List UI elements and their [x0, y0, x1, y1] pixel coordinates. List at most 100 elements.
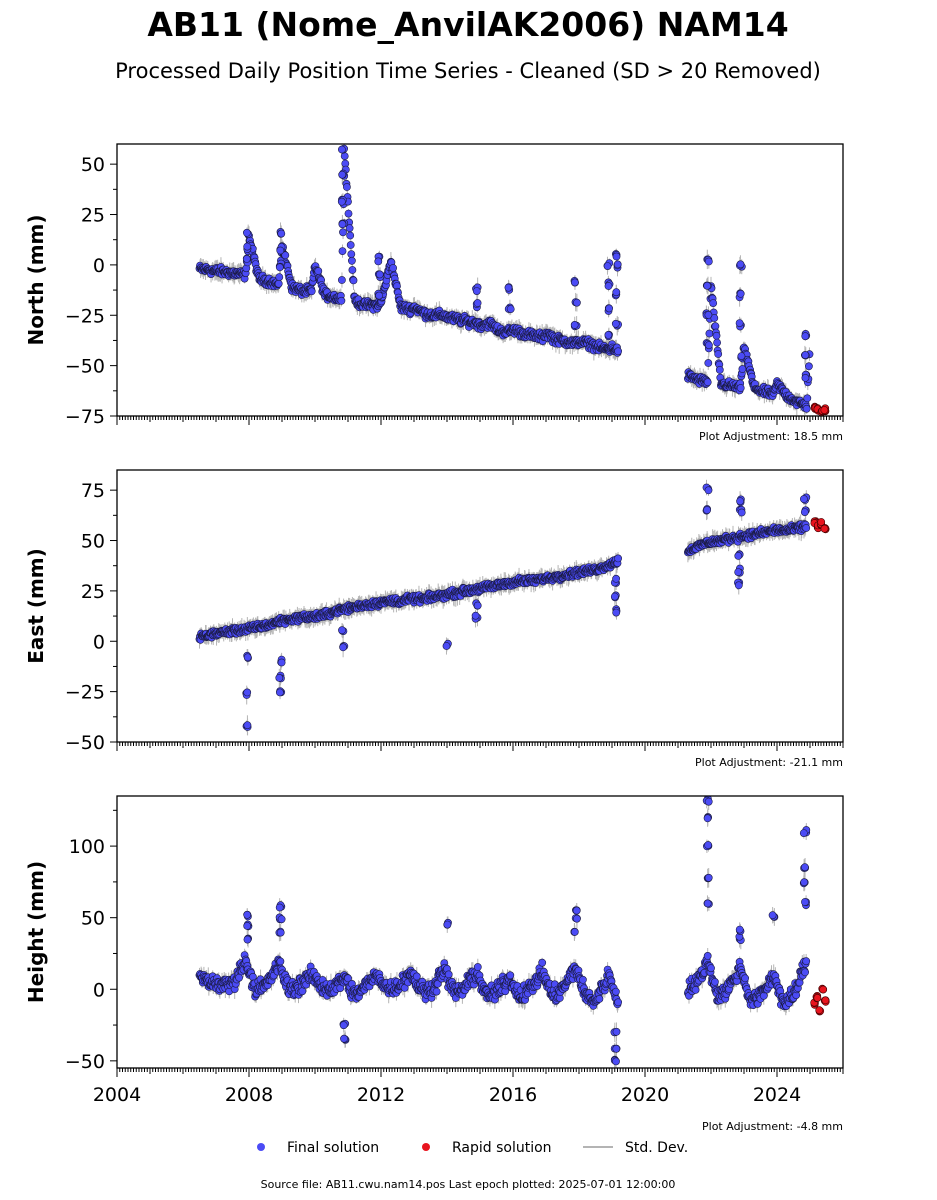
- final-point: [614, 554, 622, 563]
- final-point: [337, 276, 346, 284]
- y-tick-label: 25: [81, 581, 105, 603]
- y-tick-label: 50: [81, 154, 105, 176]
- final-point: [802, 404, 811, 413]
- final-point: [610, 592, 619, 601]
- std-dev-bars: [199, 479, 807, 736]
- plot-frame: [116, 143, 844, 417]
- final-point: [800, 495, 808, 503]
- final-point: [612, 608, 621, 617]
- final-point: [342, 183, 351, 191]
- y-tick-label: 0: [93, 255, 105, 277]
- chart-subtitle: Processed Daily Position Time Series - C…: [115, 59, 821, 83]
- final-point: [504, 283, 513, 292]
- rapid-point: [820, 406, 829, 414]
- plot-adjustment: Plot Adjustment: 18.5 mm: [699, 430, 843, 443]
- plot-area: [195, 479, 830, 736]
- final-point: [612, 288, 621, 297]
- final-point: [801, 332, 810, 341]
- y-tick-label: 25: [81, 205, 105, 227]
- final-point: [715, 365, 724, 374]
- final-point: [802, 524, 811, 532]
- final-point: [243, 653, 252, 662]
- x-axis: [116, 742, 844, 751]
- x-axis: [116, 416, 844, 425]
- final-point: [337, 197, 346, 206]
- y-tick-label: −50: [65, 356, 105, 378]
- north-panel: −75 −50 −25 0 25 50 North (mm) Plot Adjustment:…: [24, 143, 844, 443]
- final-point: [346, 241, 355, 249]
- final-point: [348, 266, 357, 274]
- final-point: [314, 267, 323, 275]
- east-panel: −50 −25 0 25 50 75 East (mm) Plot Adjustment: -…: [24, 469, 844, 769]
- final-point: [612, 252, 621, 261]
- final-point: [705, 341, 713, 350]
- final-point: [275, 688, 284, 697]
- final-point: [614, 347, 622, 356]
- final-point: [801, 351, 810, 359]
- final-point: [242, 228, 251, 237]
- final-point: [338, 247, 347, 255]
- final-point: [275, 263, 284, 272]
- final-point: [704, 359, 713, 367]
- final-point: [338, 170, 347, 179]
- final-point: [703, 506, 711, 514]
- final-point: [243, 242, 252, 251]
- rapid-points: [810, 402, 830, 416]
- y-tick-label: 75: [81, 480, 105, 502]
- final-point: [737, 508, 746, 517]
- y-axis: −75 −50 −25 0 25 50: [65, 154, 117, 428]
- final-point: [734, 552, 743, 560]
- final-point: [375, 291, 383, 300]
- y-tick-label: −25: [65, 305, 105, 327]
- y-tick-label: −25: [65, 682, 105, 704]
- final-point: [709, 299, 718, 307]
- final-point: [276, 246, 285, 255]
- final-point: [736, 384, 745, 392]
- final-point: [737, 352, 746, 360]
- final-point: [243, 721, 252, 730]
- final-point: [734, 581, 743, 590]
- final-point: [703, 281, 712, 290]
- final-point: [346, 231, 355, 240]
- final-point: [277, 229, 286, 238]
- final-point: [573, 298, 581, 307]
- final-point: [714, 350, 723, 358]
- rapid-point: [820, 524, 829, 533]
- final-points: [195, 483, 811, 731]
- final-point: [571, 278, 579, 287]
- final-point: [613, 260, 622, 269]
- final-point: [338, 626, 346, 635]
- final-point: [704, 486, 713, 495]
- final-point: [734, 568, 743, 576]
- final-point: [472, 287, 481, 295]
- final-point: [605, 304, 613, 313]
- final-point: [307, 287, 316, 296]
- final-point: [375, 270, 384, 279]
- final-point: [611, 319, 620, 328]
- final-point: [347, 250, 356, 258]
- final-point: [801, 373, 810, 382]
- plot-area: [195, 144, 830, 416]
- chart-title: AB11 (Nome_AnvilAK2006) NAM14: [147, 5, 788, 44]
- plot-adjustment: Plot Adjustment: -21.1 mm: [695, 756, 843, 769]
- final-point: [473, 601, 482, 610]
- y-tick-label: −75: [65, 406, 105, 428]
- y-axis-label: East (mm): [24, 548, 48, 664]
- final-point: [712, 331, 721, 340]
- final-point: [277, 658, 286, 667]
- final-point: [473, 299, 482, 307]
- final-point: [736, 289, 745, 298]
- final-point: [243, 688, 252, 697]
- final-point: [337, 145, 346, 154]
- final-point: [604, 282, 613, 290]
- y-axis-label: North (mm): [24, 214, 48, 345]
- final-point: [506, 305, 515, 313]
- final-point: [735, 319, 744, 327]
- final-point: [344, 209, 353, 218]
- y-tick-label: 50: [81, 531, 105, 553]
- final-point: [612, 574, 620, 583]
- final-point: [703, 378, 712, 387]
- final-point: [274, 279, 283, 288]
